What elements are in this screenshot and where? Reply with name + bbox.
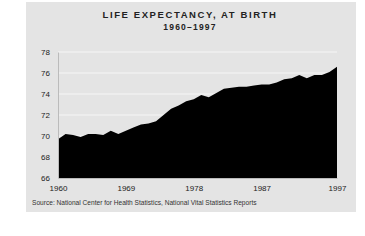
- title: LIFE EXPECTANCY, AT BIRTH: [103, 9, 278, 20]
- marks: [58, 67, 337, 178]
- y-tick-label: 66: [41, 174, 50, 183]
- y-tick-label: 76: [41, 69, 50, 78]
- area: [58, 67, 337, 178]
- y-tick-label: 72: [41, 111, 50, 120]
- y-tick: 72: [41, 111, 58, 120]
- subtitle: 1960–1997: [163, 22, 216, 32]
- y-axis-line: [58, 53, 59, 179]
- x-tick-label: 1978: [185, 184, 203, 193]
- x-tick-label: 1969: [117, 184, 135, 193]
- x-tick: 1997: [329, 178, 347, 193]
- grid-line: [58, 52, 337, 53]
- y-axis: 66 68 70 72 74 76 78: [41, 48, 58, 183]
- x-tick: 1978: [185, 178, 203, 193]
- y-tick: 78: [41, 48, 58, 57]
- y-tick-label: 68: [41, 153, 50, 162]
- y-tick-label: 70: [41, 132, 50, 141]
- chart-container: LIFE EXPECTANCY, AT BIRTH 1960–1997 66 68 70…: [0, 0, 365, 236]
- x-tick-label: 1997: [329, 184, 347, 193]
- y-tick: 66: [41, 174, 58, 183]
- grid: [58, 52, 337, 178]
- panel-background: [26, 2, 356, 212]
- y-tick-label: 74: [41, 90, 50, 99]
- source-note: Source: National Center for Health Stati…: [32, 199, 257, 207]
- y-tick: 68: [41, 153, 58, 162]
- x-tick: 1987: [253, 178, 271, 193]
- x-tick: 1969: [117, 178, 135, 193]
- x-tick: 1960: [50, 178, 68, 193]
- y-tick: 70: [41, 132, 58, 141]
- x-tick-label: 1960: [50, 184, 68, 193]
- y-tick-label: 78: [41, 48, 50, 57]
- plot: 66 68 70 72 74 76 78 1960 1969 1978 1987 1997: [41, 48, 347, 193]
- y-tick: 76: [41, 69, 58, 78]
- y-tick: 74: [41, 90, 58, 99]
- x-axis: 1960 1969 1978 1987 1997: [50, 178, 347, 193]
- x-tick-label: 1987: [253, 184, 271, 193]
- grid-line: [58, 73, 337, 74]
- chart-svg: LIFE EXPECTANCY, AT BIRTH 1960–1997 66 68 70…: [0, 0, 365, 236]
- x-axis-line: [59, 178, 338, 179]
